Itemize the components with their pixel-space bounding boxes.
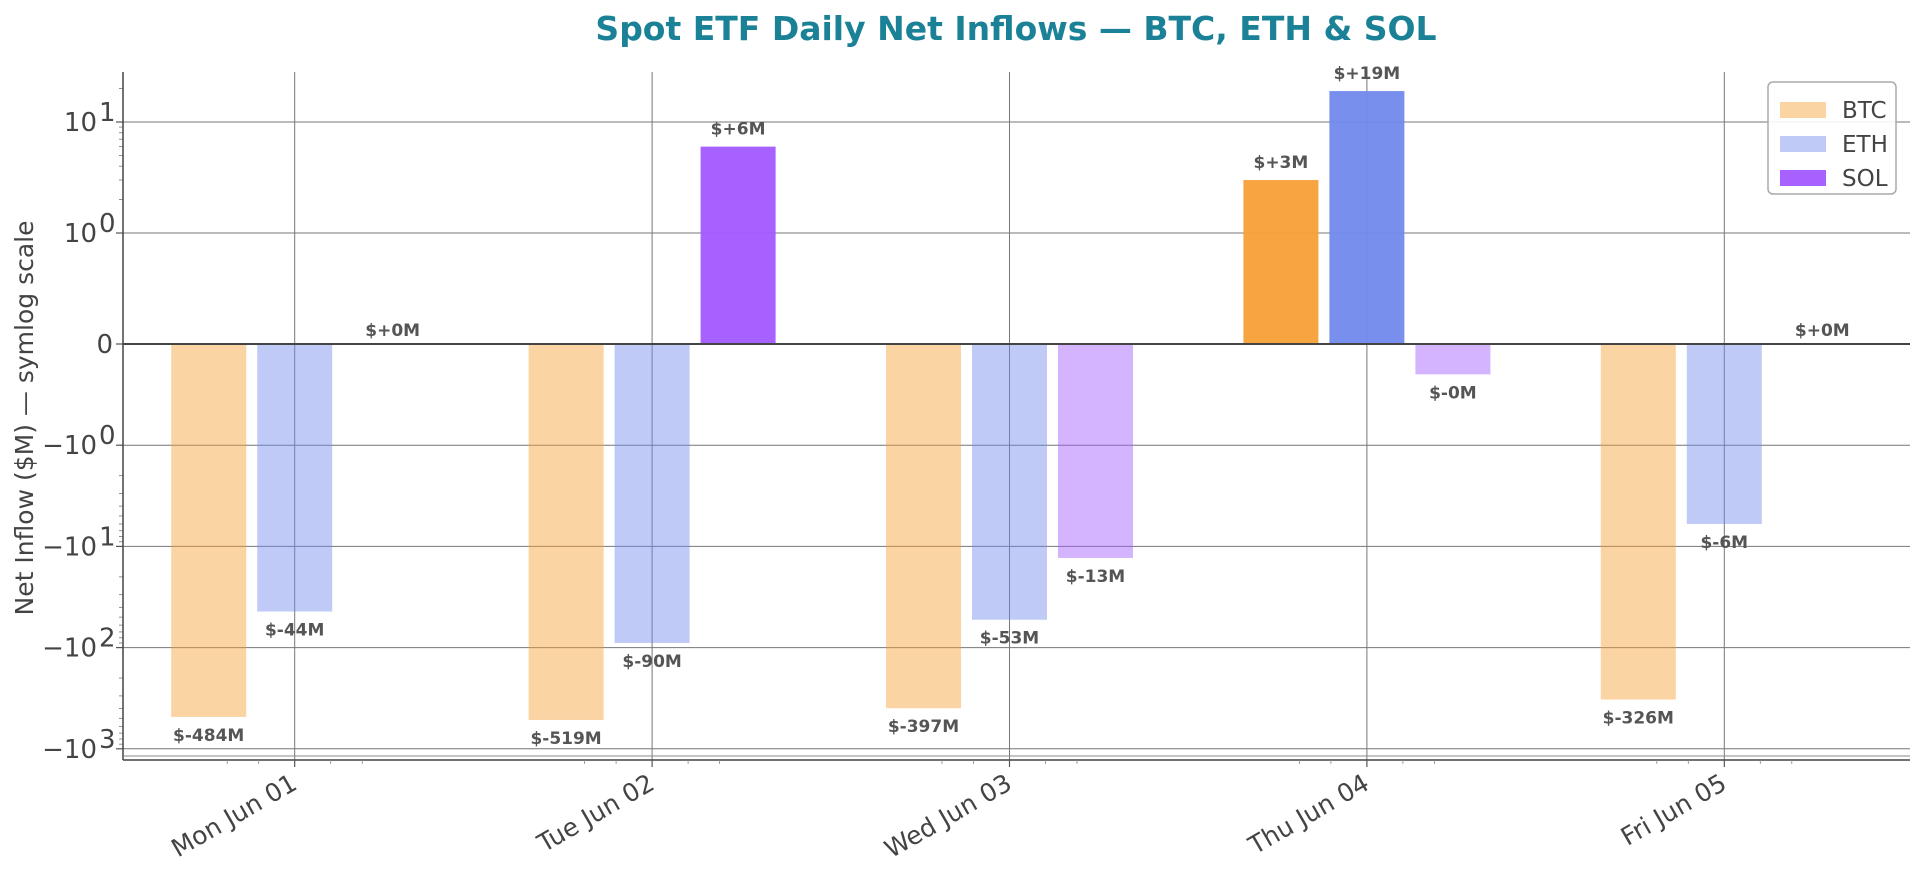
bar-btc	[171, 344, 247, 717]
x-tick-label: Wed Jun 03	[880, 768, 1017, 864]
y-tick-exponent: 0	[99, 421, 116, 451]
data-label-eth: $-90M	[622, 652, 681, 672]
x-tick-label: Thu Jun 04	[1243, 768, 1374, 860]
bar-sol	[1415, 344, 1491, 375]
x-tick-label: Tue Jun 02	[532, 768, 659, 858]
x-tick-label: Mon Jun 01	[166, 768, 301, 863]
y-tick-label: −10	[42, 532, 97, 562]
y-tick-label: 0	[96, 330, 113, 360]
data-label-btc: $-397M	[888, 717, 959, 737]
data-label-sol: $-13M	[1066, 567, 1125, 587]
y-tick-exponent: 1	[99, 98, 116, 128]
legend-swatch-sol	[1780, 170, 1826, 186]
data-label-eth: $+19M	[1334, 64, 1401, 84]
data-label-btc: $-484M	[173, 726, 244, 746]
data-label-btc: $-519M	[530, 729, 601, 749]
data-label-eth: $-53M	[980, 629, 1039, 649]
legend-label-sol: SOL	[1842, 166, 1888, 192]
bar-eth	[1329, 91, 1405, 344]
bar-btc	[886, 344, 961, 709]
bar-eth	[1686, 344, 1762, 524]
data-label-eth: $-6M	[1700, 533, 1748, 553]
data-label-sol: $+6M	[711, 120, 766, 140]
data-label-sol: $+0M	[365, 321, 420, 341]
bar-eth	[614, 344, 690, 643]
y-tick-exponent: 2	[99, 624, 116, 654]
legend: BTC ETH SOL	[1767, 81, 1897, 195]
y-tick-label: −10	[42, 431, 97, 461]
data-label-sol: $+0M	[1795, 321, 1850, 341]
grid	[123, 72, 1910, 760]
bar-btc	[1243, 180, 1319, 344]
y-tick-exponent: 3	[99, 725, 116, 755]
bar-eth	[972, 344, 1047, 620]
y-axis-label: Net Inflow ($M) — symlog scale	[10, 220, 39, 615]
legend-label-eth: ETH	[1842, 132, 1888, 158]
data-label-sol: $-0M	[1429, 383, 1477, 403]
y-tick-label: 10	[64, 219, 97, 249]
y-tick-label: 10	[64, 108, 97, 138]
y-tick-exponent: 0	[99, 209, 116, 239]
data-label-btc: $-326M	[1603, 709, 1674, 729]
legend-swatch-eth	[1780, 136, 1826, 152]
bar-sol	[700, 146, 776, 344]
data-labels: $-484M $-519M $-397M $+3M $-326M $-44M $-90M $-…	[173, 64, 1850, 749]
bar-btc	[1600, 344, 1676, 700]
bar-btc	[528, 344, 604, 720]
chart-title: Spot ETF Daily Net Inflows — BTC, ETH & …	[595, 9, 1436, 48]
bars	[171, 91, 1762, 720]
data-label-eth: $-44M	[265, 621, 324, 641]
bar-eth	[257, 344, 333, 612]
legend-label-btc: BTC	[1842, 98, 1887, 124]
legend-box	[1767, 81, 1897, 195]
data-label-btc: $+3M	[1253, 153, 1308, 173]
y-tick-label: −10	[42, 634, 97, 664]
x-tick-label: Fri Jun 05	[1616, 768, 1731, 851]
y-tick-label: −10	[42, 735, 97, 765]
y-tick-exponent: 1	[99, 522, 116, 552]
legend-swatch-btc	[1780, 102, 1826, 118]
bar-sol	[1058, 344, 1133, 558]
